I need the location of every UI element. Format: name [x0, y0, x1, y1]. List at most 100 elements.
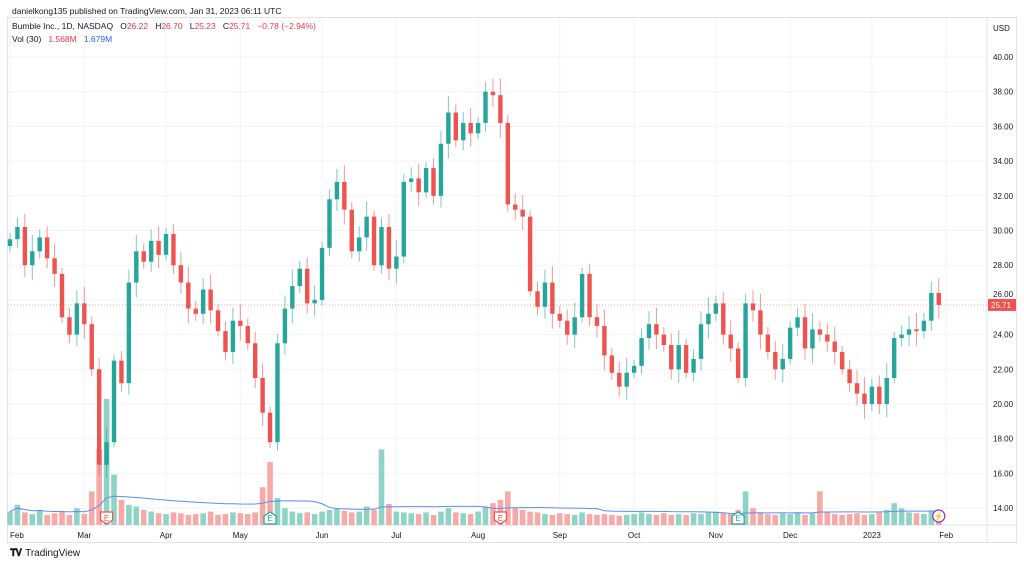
candle-body [208, 289, 213, 311]
volume-bar [794, 512, 801, 525]
volume-bar [571, 514, 578, 525]
volume-bar [438, 511, 444, 525]
candle-body [342, 181, 347, 210]
volume-bar [623, 514, 630, 525]
earnings-icon [731, 511, 745, 525]
volume-bar [207, 511, 214, 525]
volume-bar [869, 514, 875, 525]
candle-body [119, 360, 124, 384]
volume-bar [192, 514, 199, 525]
volume-bar [846, 514, 853, 525]
candle-body [327, 199, 332, 248]
candle-body [884, 377, 889, 404]
volume-bar [259, 487, 266, 525]
candle-body [111, 360, 117, 443]
volume-bar [289, 511, 296, 525]
price-tick-label: 20.00 [993, 400, 1014, 409]
candle-body [780, 358, 785, 370]
candle-body [30, 251, 35, 266]
candle-body [802, 317, 808, 349]
candle-body [899, 334, 904, 339]
volume-label[interactable]: Vol (30) [12, 34, 42, 44]
volume-bar [363, 506, 370, 525]
low-label: L [189, 21, 195, 31]
volume-bar [616, 515, 623, 525]
volume-bar [720, 513, 727, 525]
candle-body [438, 143, 444, 196]
volume-bar [898, 508, 905, 525]
volume-bar [111, 474, 117, 525]
candle-body [96, 369, 102, 465]
price-tick-label: 24.00 [993, 331, 1014, 340]
high-value: 26.70 [161, 21, 183, 31]
volume-bar [534, 512, 541, 525]
candle-body [654, 324, 659, 335]
volume-bar [453, 512, 459, 525]
close-value: 25.71 [228, 21, 251, 31]
price-tick-label: 32.00 [993, 192, 1014, 201]
volume-bar [96, 449, 102, 525]
volume-bar [59, 511, 65, 525]
volume-bar [542, 514, 548, 525]
volume-bar [579, 512, 585, 525]
candle-body [178, 265, 184, 283]
candle-body [527, 216, 533, 292]
volume-bar [44, 514, 50, 525]
volume-bar [415, 514, 422, 525]
volume-bar [356, 511, 363, 525]
volume-bar [200, 513, 206, 525]
volume-bar [467, 514, 474, 525]
volume-bar [727, 514, 734, 525]
volume-bar [118, 499, 125, 525]
price-tick-label: 28.00 [993, 261, 1014, 270]
candle-body [290, 286, 295, 309]
footer: 𝐓𝐕 TradingView [10, 548, 80, 559]
candle-body [683, 345, 689, 373]
time-tick-label: Aug [471, 531, 485, 540]
earnings-label: E [735, 514, 740, 523]
volume-bar [668, 514, 675, 525]
volume-bar [51, 513, 58, 525]
volume-ma-value: 1.679M [83, 34, 113, 44]
candle-body [706, 313, 711, 325]
symbol-name[interactable]: Bumble Inc., 1D, NASDAQ [12, 21, 114, 31]
volume-bar [824, 512, 831, 525]
volume-bar [460, 513, 467, 525]
volume-bar [163, 514, 169, 525]
volume-bar [215, 514, 221, 525]
volume-bar [348, 512, 355, 525]
volume-bar [713, 511, 719, 525]
volume-bar [750, 508, 756, 525]
published-info: danielkong135 published on TradingView.c… [12, 6, 282, 16]
candle-body [59, 273, 65, 318]
volume-bar [742, 491, 749, 525]
volume-bar [772, 514, 779, 525]
candle-body [721, 303, 726, 335]
earnings-label: E [104, 514, 109, 523]
candle-body [713, 303, 719, 314]
volume-bar [378, 449, 385, 525]
time-tick-label: Feb [10, 531, 24, 540]
candle-body [609, 355, 615, 373]
volume-bar [267, 462, 273, 525]
candle-body [914, 329, 919, 332]
candle-body [513, 204, 518, 210]
low-value: 25.23 [194, 21, 216, 31]
lightning-glyph: ⚡ [934, 511, 944, 521]
earnings-icon [99, 511, 114, 525]
volume-bar [155, 513, 162, 525]
candle-body [624, 372, 629, 387]
volume-bar [891, 503, 897, 525]
footer-brand[interactable]: TradingView [25, 548, 81, 559]
volume-bar [653, 514, 660, 525]
volume-bar [921, 514, 927, 525]
candle-body [869, 386, 875, 404]
high-label: H [155, 21, 162, 31]
volume-bar [683, 514, 689, 525]
candle-body [810, 329, 815, 349]
candle-body [215, 310, 221, 332]
candle-body [795, 317, 800, 328]
price-tick-label: 22.00 [993, 365, 1014, 374]
candle-body [401, 181, 406, 257]
